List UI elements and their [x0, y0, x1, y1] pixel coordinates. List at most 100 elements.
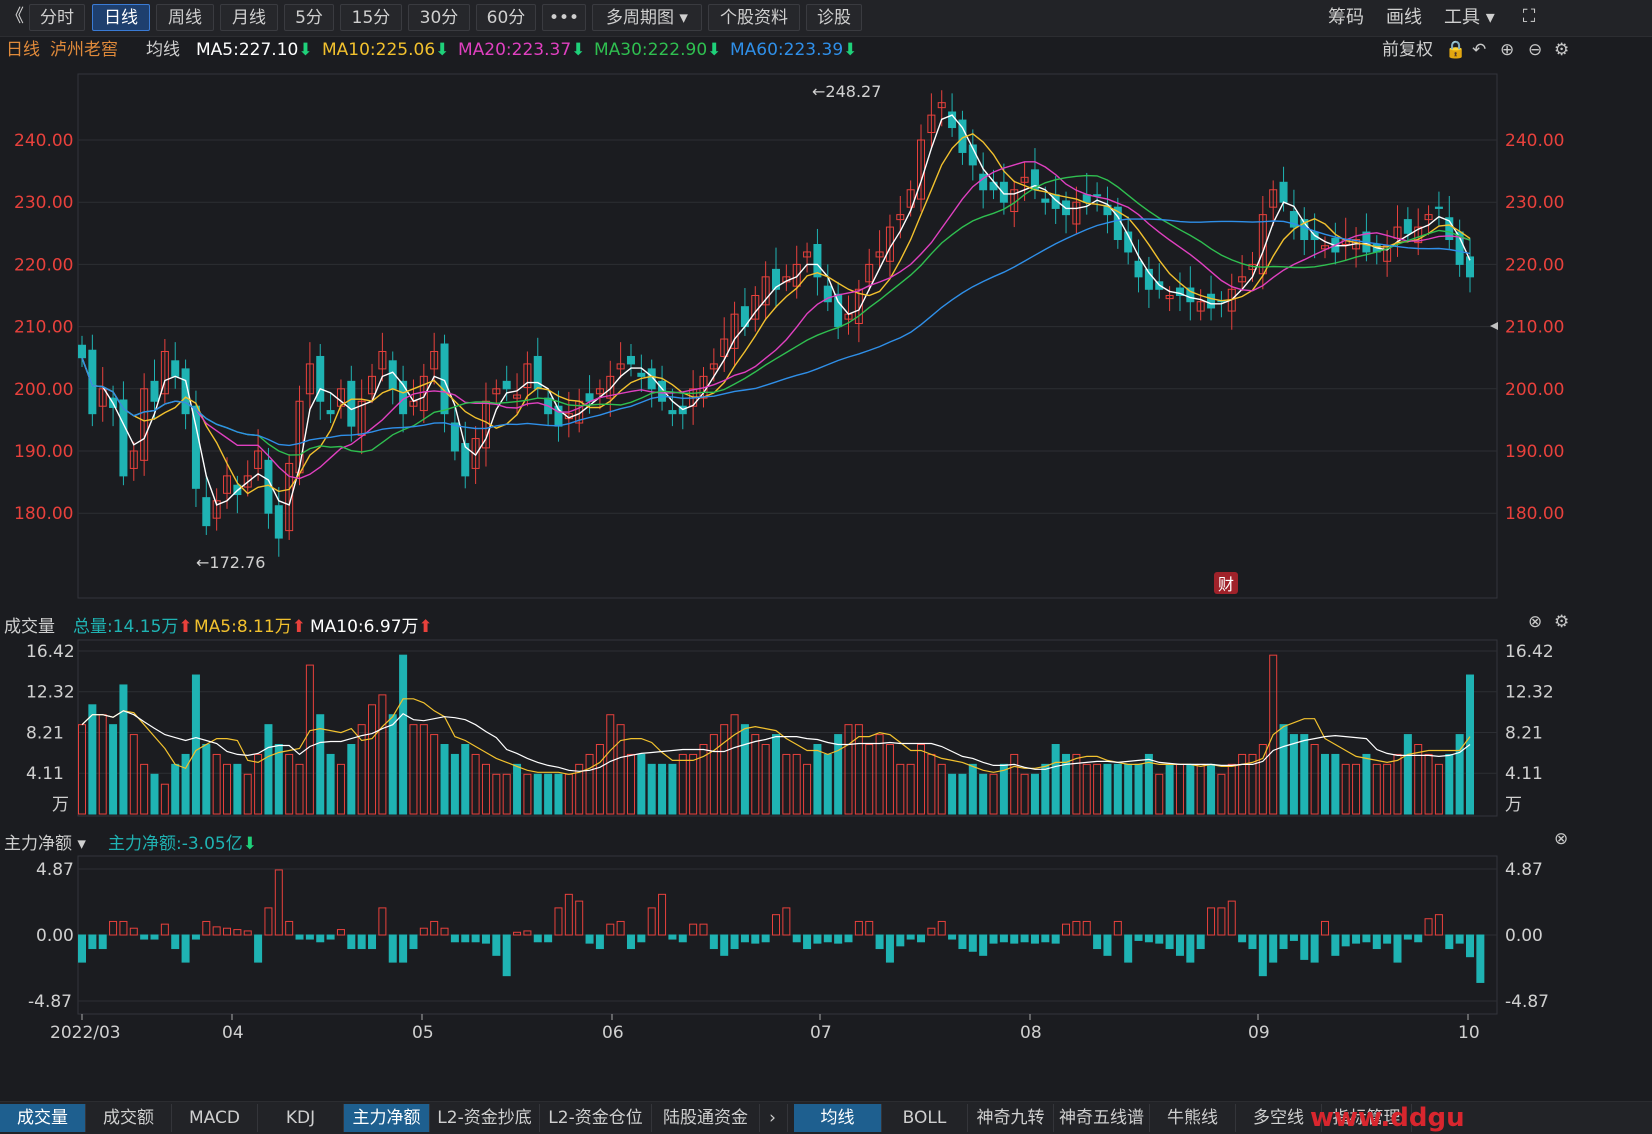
candle-body [316, 355, 325, 402]
period-button-9[interactable]: 多周期图 ▾ [592, 4, 702, 31]
flow-bar [316, 934, 325, 943]
flow-bar [751, 934, 760, 944]
period-button-8[interactable]: ••• [542, 4, 586, 31]
news-badge-bg[interactable] [1214, 572, 1238, 594]
candle-body [1238, 276, 1247, 283]
volume-bar [678, 753, 687, 815]
bottom-tab-right-0[interactable]: 均线 [794, 1104, 882, 1132]
period-button-7[interactable]: 60分 [476, 4, 536, 31]
volume-bar [658, 763, 667, 815]
candle-body [274, 505, 283, 539]
volume-bar [1331, 753, 1340, 815]
period-button-3[interactable]: 月线 [220, 4, 278, 31]
high-price-annotation: ←248.27 [812, 82, 881, 101]
bottom-tab-right-1[interactable]: BOLL [882, 1104, 968, 1132]
period-button-1[interactable]: 日线 [92, 4, 150, 31]
low-price-annotation: ←172.76 [196, 553, 265, 572]
volume-bar [523, 773, 532, 815]
candle-body [1175, 287, 1184, 296]
chip-button[interactable]: 筹码 [1328, 7, 1364, 28]
adjust-label[interactable]: 前复权 [1382, 40, 1433, 60]
volume-bar [1352, 763, 1361, 815]
volume-bar [78, 724, 86, 815]
settings-icon[interactable]: ⚙ [1554, 40, 1570, 60]
period-button-4[interactable]: 5分 [284, 4, 334, 31]
news-badge[interactable]: 财 [1218, 575, 1234, 594]
flow-panel-title[interactable]: 主力净额 ▾ [4, 834, 86, 854]
candle-body [761, 276, 770, 306]
candle-body [1300, 219, 1309, 241]
bottom-tab-2[interactable]: MACD [172, 1104, 258, 1132]
volume-bar [1455, 734, 1464, 815]
flow-net-value: 主力净额:-3.05亿⬇ [108, 834, 257, 854]
candle-body [119, 399, 128, 477]
volume-settings-icon[interactable]: ⚙ [1554, 612, 1570, 632]
volume-ma5: MA5:8.11万⬆ [194, 617, 306, 637]
volume-bar [223, 763, 232, 815]
avg-label[interactable]: 均线 [146, 40, 180, 60]
bottom-tab-7[interactable]: 陆股通资金 [652, 1104, 760, 1132]
volume-bar [399, 654, 408, 815]
bottom-tab-1[interactable]: 成交额 [86, 1104, 172, 1132]
period-button-6[interactable]: 30分 [408, 4, 470, 31]
volume-ma10: MA10:6.97万⬆ [310, 617, 433, 637]
tabs-next-icon[interactable]: › [758, 1104, 788, 1132]
draw-button[interactable]: 画线 [1386, 7, 1422, 28]
flow-bar [1383, 934, 1392, 944]
bottom-tab-5[interactable]: L2-资金抄底 [430, 1104, 540, 1132]
close-volume-icon[interactable]: ⊗ [1528, 612, 1543, 632]
period-button-0[interactable]: 分时 [29, 4, 85, 31]
flow-bar [1403, 934, 1412, 940]
flow-bar [575, 900, 584, 936]
volume-unit-right: 万 [1505, 795, 1522, 815]
bottom-tab-right-4[interactable]: 牛熊线 [1150, 1104, 1236, 1132]
flow-bar [502, 934, 511, 977]
volume-bar [1227, 763, 1236, 815]
flow-bar [834, 934, 843, 944]
watermark: www.ddgu [1310, 1103, 1465, 1133]
candle-body [305, 363, 314, 395]
bottom-tab-right-6[interactable]: 指标管理 [1322, 1104, 1412, 1132]
period-button-11[interactable]: 诊股 [806, 4, 862, 31]
volume-bar [305, 664, 314, 815]
volume-bar [1051, 744, 1060, 815]
flow-bar [823, 934, 832, 943]
bottom-tab-right-3[interactable]: 神奇五线谱 [1054, 1104, 1150, 1132]
volume-bar [1248, 753, 1257, 815]
period-button-2[interactable]: 周线 [156, 4, 214, 31]
volume-bar [440, 744, 449, 815]
flow-bar [917, 934, 926, 943]
candle-body [834, 293, 843, 328]
volume-bar [792, 753, 801, 815]
undo-icon[interactable]: ↶ [1472, 40, 1487, 60]
flow-bar [595, 934, 604, 950]
flow-bar [533, 934, 542, 943]
bottom-tab-4[interactable]: 主力净额 [344, 1104, 430, 1132]
period-button-10[interactable]: 个股资料 [708, 4, 800, 31]
bottom-tab-0[interactable]: 成交量 [0, 1104, 86, 1132]
fullscreen-icon[interactable]: ⛶ [1522, 6, 1536, 27]
flow-bar [440, 927, 449, 936]
stock-chart[interactable]: 240.00 240.00 230.00 230.00 220.00 220.00 210.… [0, 64, 1652, 1134]
bottom-tab-3[interactable]: KDJ [258, 1104, 344, 1132]
flow-tick-left: -4.87 [28, 992, 72, 1012]
bottom-tab-6[interactable]: L2-资金仓位 [540, 1104, 652, 1132]
flow-bar [223, 927, 232, 936]
zoom-in-icon[interactable]: ⊕ [1500, 40, 1515, 60]
price-tick-right: 220.00 [1505, 255, 1564, 275]
zoom-out-icon[interactable]: ⊖ [1528, 40, 1543, 60]
period-button-5[interactable]: 15分 [340, 4, 402, 31]
volume-bar [999, 763, 1008, 815]
back-icon[interactable]: 《 [6, 6, 24, 27]
flow-tick-right: 4.87 [1505, 860, 1543, 880]
bottom-tab-right-5[interactable]: 多空线 [1236, 1104, 1322, 1132]
close-flow-icon[interactable]: ⊗ [1554, 829, 1569, 849]
lock-icon[interactable]: 🔒 [1445, 40, 1467, 60]
flow-bar [792, 934, 801, 943]
flow-bar [1103, 934, 1112, 956]
candle-body [927, 114, 936, 134]
candle-body [1403, 219, 1412, 234]
price-tick-left: 230.00 [14, 193, 73, 213]
bottom-tab-right-2[interactable]: 神奇九转 [968, 1104, 1054, 1132]
tools-button[interactable]: 工具 ▾ [1444, 7, 1495, 28]
